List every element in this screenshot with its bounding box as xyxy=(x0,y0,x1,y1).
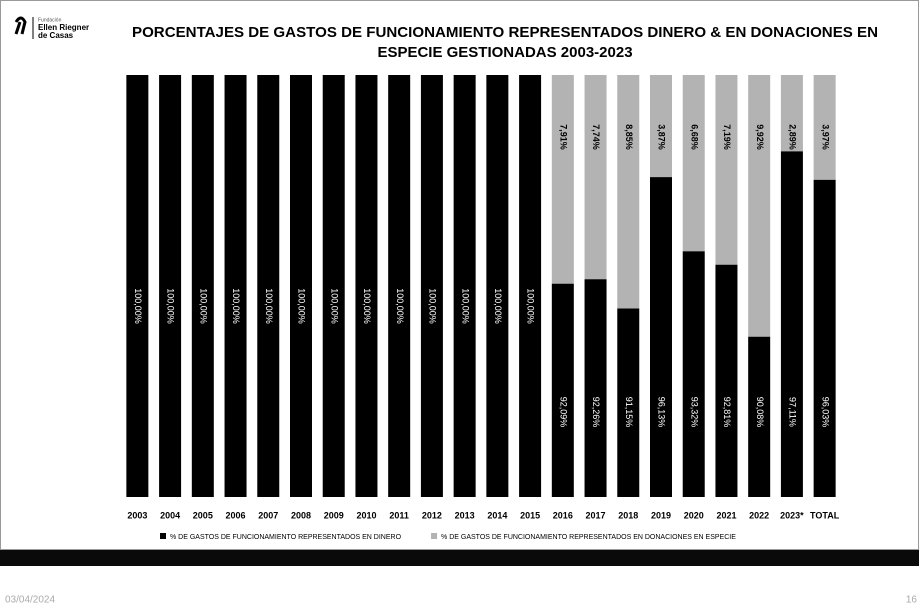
logo-text: de Casas xyxy=(38,31,74,40)
data-label: 100,00% xyxy=(166,288,176,324)
divider-band xyxy=(0,550,919,566)
x-tick-label: 2012 xyxy=(422,510,442,520)
x-tick-label: 2018 xyxy=(618,510,638,520)
data-label: 100,00% xyxy=(493,288,503,324)
x-tick-label: 2007 xyxy=(258,510,278,520)
x-tick-label: 2017 xyxy=(586,510,606,520)
data-label: 92,09% xyxy=(558,397,568,428)
data-label: 100,00% xyxy=(428,288,438,324)
bar-segment xyxy=(813,179,836,498)
x-tick-label: 2009 xyxy=(324,510,344,520)
x-tick-label: 2016 xyxy=(553,510,573,520)
bar-segment xyxy=(257,75,280,497)
data-label: 8,85% xyxy=(624,124,634,150)
data-label: 100,00% xyxy=(264,288,274,324)
x-tick-label: 2010 xyxy=(356,510,376,520)
bar-segment xyxy=(551,283,574,497)
bar-segment xyxy=(748,336,771,497)
bar-segment xyxy=(650,177,672,498)
legend-swatch xyxy=(431,533,438,539)
bar-segment xyxy=(191,75,214,497)
bar-segment xyxy=(682,75,705,252)
data-label: 100,00% xyxy=(329,288,339,324)
bar-segment xyxy=(159,75,182,497)
x-tick-label: 2006 xyxy=(226,510,246,520)
data-label: 90,08% xyxy=(755,397,765,428)
bar-segment xyxy=(715,264,738,497)
x-tick-label: 2021 xyxy=(716,510,736,520)
bar-segment xyxy=(290,75,312,497)
data-label: 100,00% xyxy=(133,288,143,324)
data-label: 100,00% xyxy=(395,288,405,324)
data-label: 100,00% xyxy=(362,288,372,324)
data-label: 97,11% xyxy=(788,397,798,427)
bar-segment xyxy=(584,279,607,497)
bar-segment xyxy=(224,75,247,497)
data-label: 2,89% xyxy=(788,124,798,150)
data-label: 9,92% xyxy=(755,124,765,150)
data-label: 7,74% xyxy=(591,124,601,150)
x-tick-label: 2004 xyxy=(160,510,180,520)
data-label: 100,00% xyxy=(526,288,536,324)
bar-segment xyxy=(748,75,771,337)
x-tick-label: 2013 xyxy=(455,510,475,520)
bar-segment xyxy=(126,75,149,497)
x-tick-label: TOTAL xyxy=(810,510,840,520)
data-label: 7,19% xyxy=(722,124,732,150)
data-label: 3,87% xyxy=(657,124,667,150)
bar-segment xyxy=(617,308,640,497)
data-label: 96,03% xyxy=(820,397,830,428)
data-label: 6,68% xyxy=(689,124,699,150)
bar-segment xyxy=(715,75,738,265)
data-label: 91,15% xyxy=(624,397,634,428)
logo-icon xyxy=(14,16,27,35)
page-number: 16 xyxy=(906,595,918,606)
logo-text: Ellen Riegner xyxy=(38,23,89,32)
x-tick-label: 2005 xyxy=(193,510,213,520)
x-tick-label: 2023* xyxy=(780,510,804,520)
data-label: 100,00% xyxy=(231,288,241,324)
bar-segment xyxy=(322,75,345,497)
x-tick-label: 2019 xyxy=(651,510,671,520)
bar-segment xyxy=(551,75,574,284)
bar-segment xyxy=(617,75,640,309)
legend-label: % DE GASTOS DE FUNCIONAMIENTO REPRESENTA… xyxy=(441,534,736,541)
chart-title: PORCENTAJES DE GASTOS DE FUNCIONAMIENTO … xyxy=(132,24,878,41)
chart-title: ESPECIE GESTIONADAS 2003-2023 xyxy=(377,44,632,61)
data-label: 100,00% xyxy=(297,288,307,324)
bar-segment xyxy=(453,75,476,497)
data-label: 96,13% xyxy=(657,397,667,428)
data-label: 92,81% xyxy=(722,397,732,428)
data-label: 7,91% xyxy=(558,124,568,150)
x-tick-label: 2011 xyxy=(389,510,409,520)
bar-segment xyxy=(813,75,836,180)
bar-segment xyxy=(519,75,542,497)
bar-segment xyxy=(420,75,443,497)
x-tick-label: 2008 xyxy=(291,510,311,520)
data-label: 92,26% xyxy=(591,397,601,428)
data-label: 100,00% xyxy=(460,288,470,324)
bar-segment xyxy=(682,251,705,497)
bar-segment xyxy=(486,75,509,497)
legend-swatch xyxy=(160,533,166,539)
x-tick-label: 2014 xyxy=(487,510,507,520)
bar-segment xyxy=(780,75,803,152)
legend-label: % DE GASTOS DE FUNCIONAMIENTO REPRESENTA… xyxy=(170,534,402,541)
x-tick-label: 2015 xyxy=(520,510,540,520)
logo-small: Fundación xyxy=(38,17,62,23)
x-tick-label: 2003 xyxy=(127,510,147,520)
bar-segment xyxy=(584,75,607,280)
bar-segment xyxy=(780,151,803,497)
bar-segment xyxy=(388,75,411,497)
footer-date: 03/04/2024 xyxy=(5,595,55,606)
data-label: 93,32% xyxy=(689,397,699,428)
data-label: 100,00% xyxy=(198,288,208,324)
bar-segment xyxy=(650,75,672,178)
x-tick-label: 2022 xyxy=(749,510,769,520)
x-tick-label: 2020 xyxy=(684,510,704,520)
data-label: 3,97% xyxy=(820,124,830,150)
bar-segment xyxy=(355,75,378,497)
